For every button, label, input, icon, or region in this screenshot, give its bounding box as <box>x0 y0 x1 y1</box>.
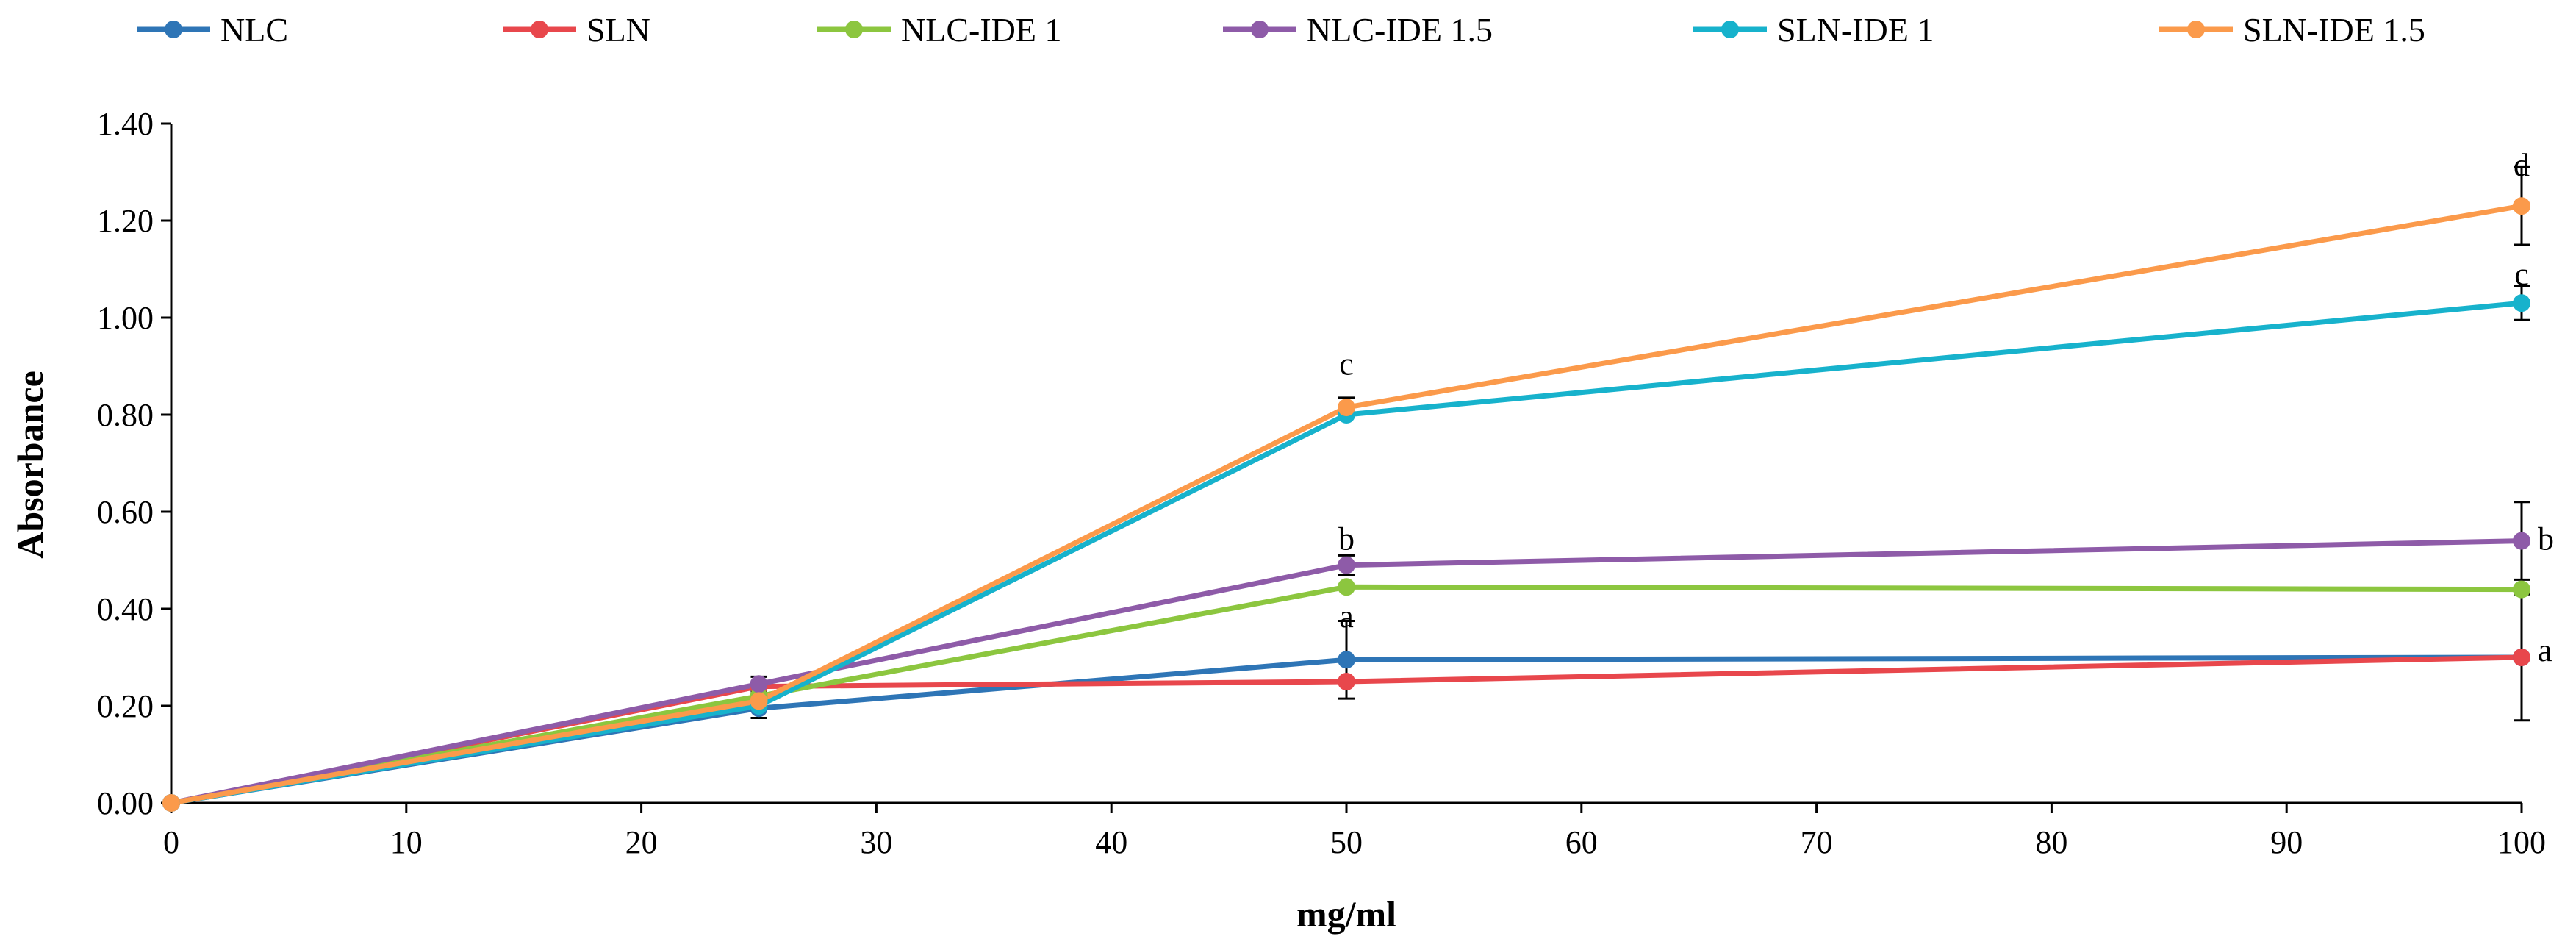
data-point-sln-ide-1-5 <box>750 692 768 710</box>
series-line-nlc-ide-1-5 <box>171 538 2522 806</box>
data-point-nlc-ide-1 <box>1338 578 1355 596</box>
legend-marker-sln-ide-1-5 <box>2187 21 2205 38</box>
legend-marker-sln-ide-1 <box>1721 21 1739 38</box>
y-tick-label: 0.20 <box>97 688 154 724</box>
y-ticks: 0.00 0.20 0.40 0.60 0.80 1.00 1.20 1.40 <box>97 106 171 821</box>
x-tick-label: 90 <box>2270 824 2303 860</box>
x-tick-label: 50 <box>1330 824 1363 860</box>
x-ticks: 0 10 20 30 40 50 60 70 80 90 100 <box>163 803 2546 860</box>
x-tick-label: 40 <box>1095 824 1127 860</box>
legend-marker-nlc-ide-1-5 <box>1251 21 1269 38</box>
data-point-sln-ide-1-5 <box>162 794 180 812</box>
x-axis-title: mg/ml <box>1296 893 1396 935</box>
x-tick-label: 30 <box>860 824 892 860</box>
x-tick-label: 60 <box>1565 824 1598 860</box>
legend-marker-nlc-ide-1 <box>845 21 863 38</box>
y-tick-label: 0.00 <box>97 785 154 821</box>
data-point-sln-ide-1-5 <box>2513 197 2530 215</box>
plot-area: c b a d c b a <box>162 147 2554 812</box>
y-tick-label: 0.60 <box>97 494 154 530</box>
data-point-nlc-ide-1 <box>2513 580 2530 599</box>
significance-letter: b <box>1338 521 1355 557</box>
series-lines <box>171 203 2522 806</box>
y-tick-label: 1.40 <box>97 106 154 142</box>
axes: 0.00 0.20 0.40 0.60 0.80 1.00 1.20 1.40 0 10 20 30… <box>10 106 2546 935</box>
series-points <box>162 197 2530 812</box>
data-point-nlc-ide-1-5 <box>1338 556 1355 574</box>
significance-letter: d <box>2514 147 2530 183</box>
data-point-sln <box>1338 673 1355 690</box>
x-tick-label: 70 <box>1801 824 1833 860</box>
series-line-sln-ide-1-5 <box>171 203 2522 806</box>
data-point-sln-ide-1-5 <box>1338 399 1355 417</box>
legend-label-sln: SLN <box>586 11 650 49</box>
legend-marker-sln <box>531 21 548 38</box>
legend-label-sln-ide-1: SLN-IDE 1 <box>1777 11 1934 49</box>
data-point-sln <box>2513 649 2530 666</box>
y-tick-label: 1.00 <box>97 300 154 336</box>
x-tick-label: 20 <box>625 824 658 860</box>
significance-letter: a <box>1339 599 1354 635</box>
legend-label-nlc-ide-1: NLC-IDE 1 <box>901 11 1061 49</box>
data-point-nlc-ide-1-5 <box>2513 532 2530 550</box>
data-point-nlc-ide-1-5 <box>750 675 768 693</box>
significance-letter: b <box>2538 521 2554 557</box>
significance-letters: c b a d c b a <box>1338 147 2554 668</box>
legend-label-sln-ide-1-5: SLN-IDE 1.5 <box>2243 11 2425 49</box>
significance-letter: a <box>2538 632 2552 668</box>
data-point-nlc <box>1338 651 1355 669</box>
y-tick-label: 1.20 <box>97 203 154 239</box>
significance-letter: c <box>2514 257 2529 293</box>
legend-marker-nlc <box>165 21 182 38</box>
x-tick-label: 100 <box>2497 824 2546 860</box>
legend: NLC SLN NLC-IDE 1 NLC-IDE 1.5 SLN-IDE 1 SLN-I… <box>137 11 2425 49</box>
x-tick-label: 80 <box>2035 824 2067 860</box>
y-tick-label: 0.80 <box>97 397 154 433</box>
legend-label-nlc: NLC <box>220 11 288 49</box>
legend-label-nlc-ide-1-5: NLC-IDE 1.5 <box>1307 11 1493 49</box>
y-tick-label: 0.40 <box>97 591 154 627</box>
x-tick-label: 10 <box>390 824 423 860</box>
data-point-sln-ide-1 <box>2513 294 2530 312</box>
y-axis-title: Absorbance <box>10 371 51 559</box>
significance-letter: c <box>1339 346 1354 382</box>
x-tick-label: 0 <box>163 824 179 860</box>
